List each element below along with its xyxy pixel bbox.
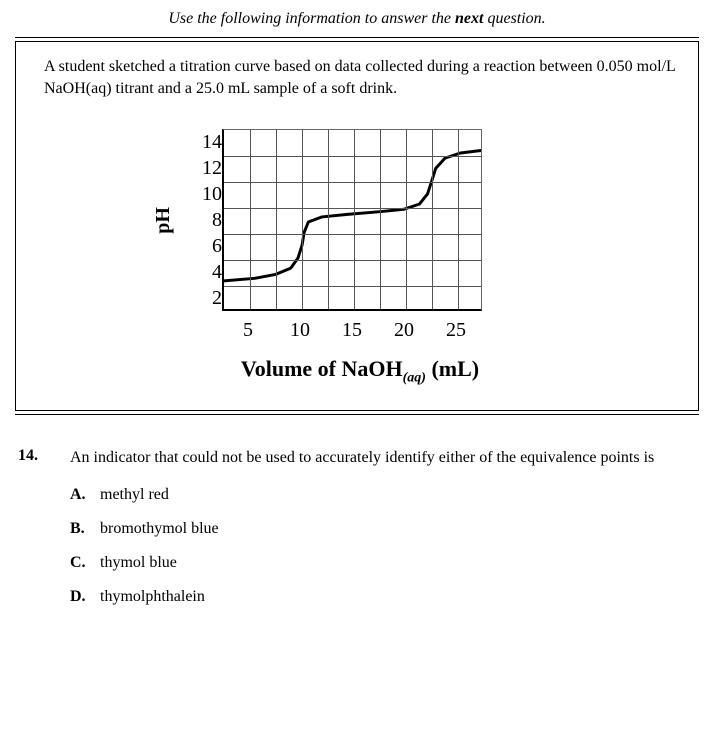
- option-text: thymol blue: [100, 554, 177, 572]
- option-letter: D.: [70, 588, 100, 606]
- instruction-suffix: question.: [483, 10, 545, 27]
- option-text: thymolphthalein: [100, 588, 205, 606]
- x-tick: 10: [274, 317, 326, 344]
- option-d: D.thymolphthalein: [70, 588, 714, 606]
- instruction-bold: next: [455, 10, 483, 27]
- context-box: A student sketched a titration curve bas…: [15, 41, 699, 411]
- x-tick: 15: [326, 317, 378, 344]
- option-letter: C.: [70, 554, 100, 572]
- option-a: A.methyl red: [70, 486, 714, 504]
- y-tick: 14: [188, 129, 222, 155]
- context-text: A student sketched a titration curve bas…: [44, 56, 676, 99]
- x-tick: 25: [430, 317, 482, 344]
- instruction-prefix: Use the following information to answer …: [168, 10, 455, 27]
- option-letter: A.: [70, 486, 100, 504]
- x-tick: 5: [222, 317, 274, 344]
- x-axis-label: Volume of NaOH(aq) (mL): [150, 354, 570, 388]
- titration-chart: pH 1412108642 510152025 Volume of NaOH(a…: [150, 109, 570, 396]
- option-b: B.bromothymol blue: [70, 520, 714, 538]
- question-text: An indicator that could not be used to a…: [70, 447, 654, 469]
- question-14: 14. An indicator that could not be used …: [18, 447, 696, 469]
- x-tick: 20: [378, 317, 430, 344]
- y-axis-ticks: 1412108642: [188, 129, 222, 311]
- y-tick: 8: [188, 207, 222, 233]
- option-letter: B.: [70, 520, 100, 538]
- y-axis-label: pH: [150, 207, 174, 234]
- y-tick: 2: [188, 285, 222, 311]
- option-text: bromothymol blue: [100, 520, 219, 538]
- y-tick: 10: [188, 181, 222, 207]
- x-axis-ticks: 510152025: [222, 317, 482, 344]
- option-text: methyl red: [100, 486, 169, 504]
- instruction-line: Use the following information to answer …: [0, 0, 714, 37]
- y-tick: 6: [188, 233, 222, 259]
- chart-grid: [222, 129, 482, 311]
- y-tick: 4: [188, 259, 222, 285]
- question-number: 14.: [18, 447, 70, 469]
- answer-options: A.methyl redB.bromothymol blueC.thymol b…: [70, 486, 714, 606]
- option-c: C.thymol blue: [70, 554, 714, 572]
- y-tick: 12: [188, 155, 222, 181]
